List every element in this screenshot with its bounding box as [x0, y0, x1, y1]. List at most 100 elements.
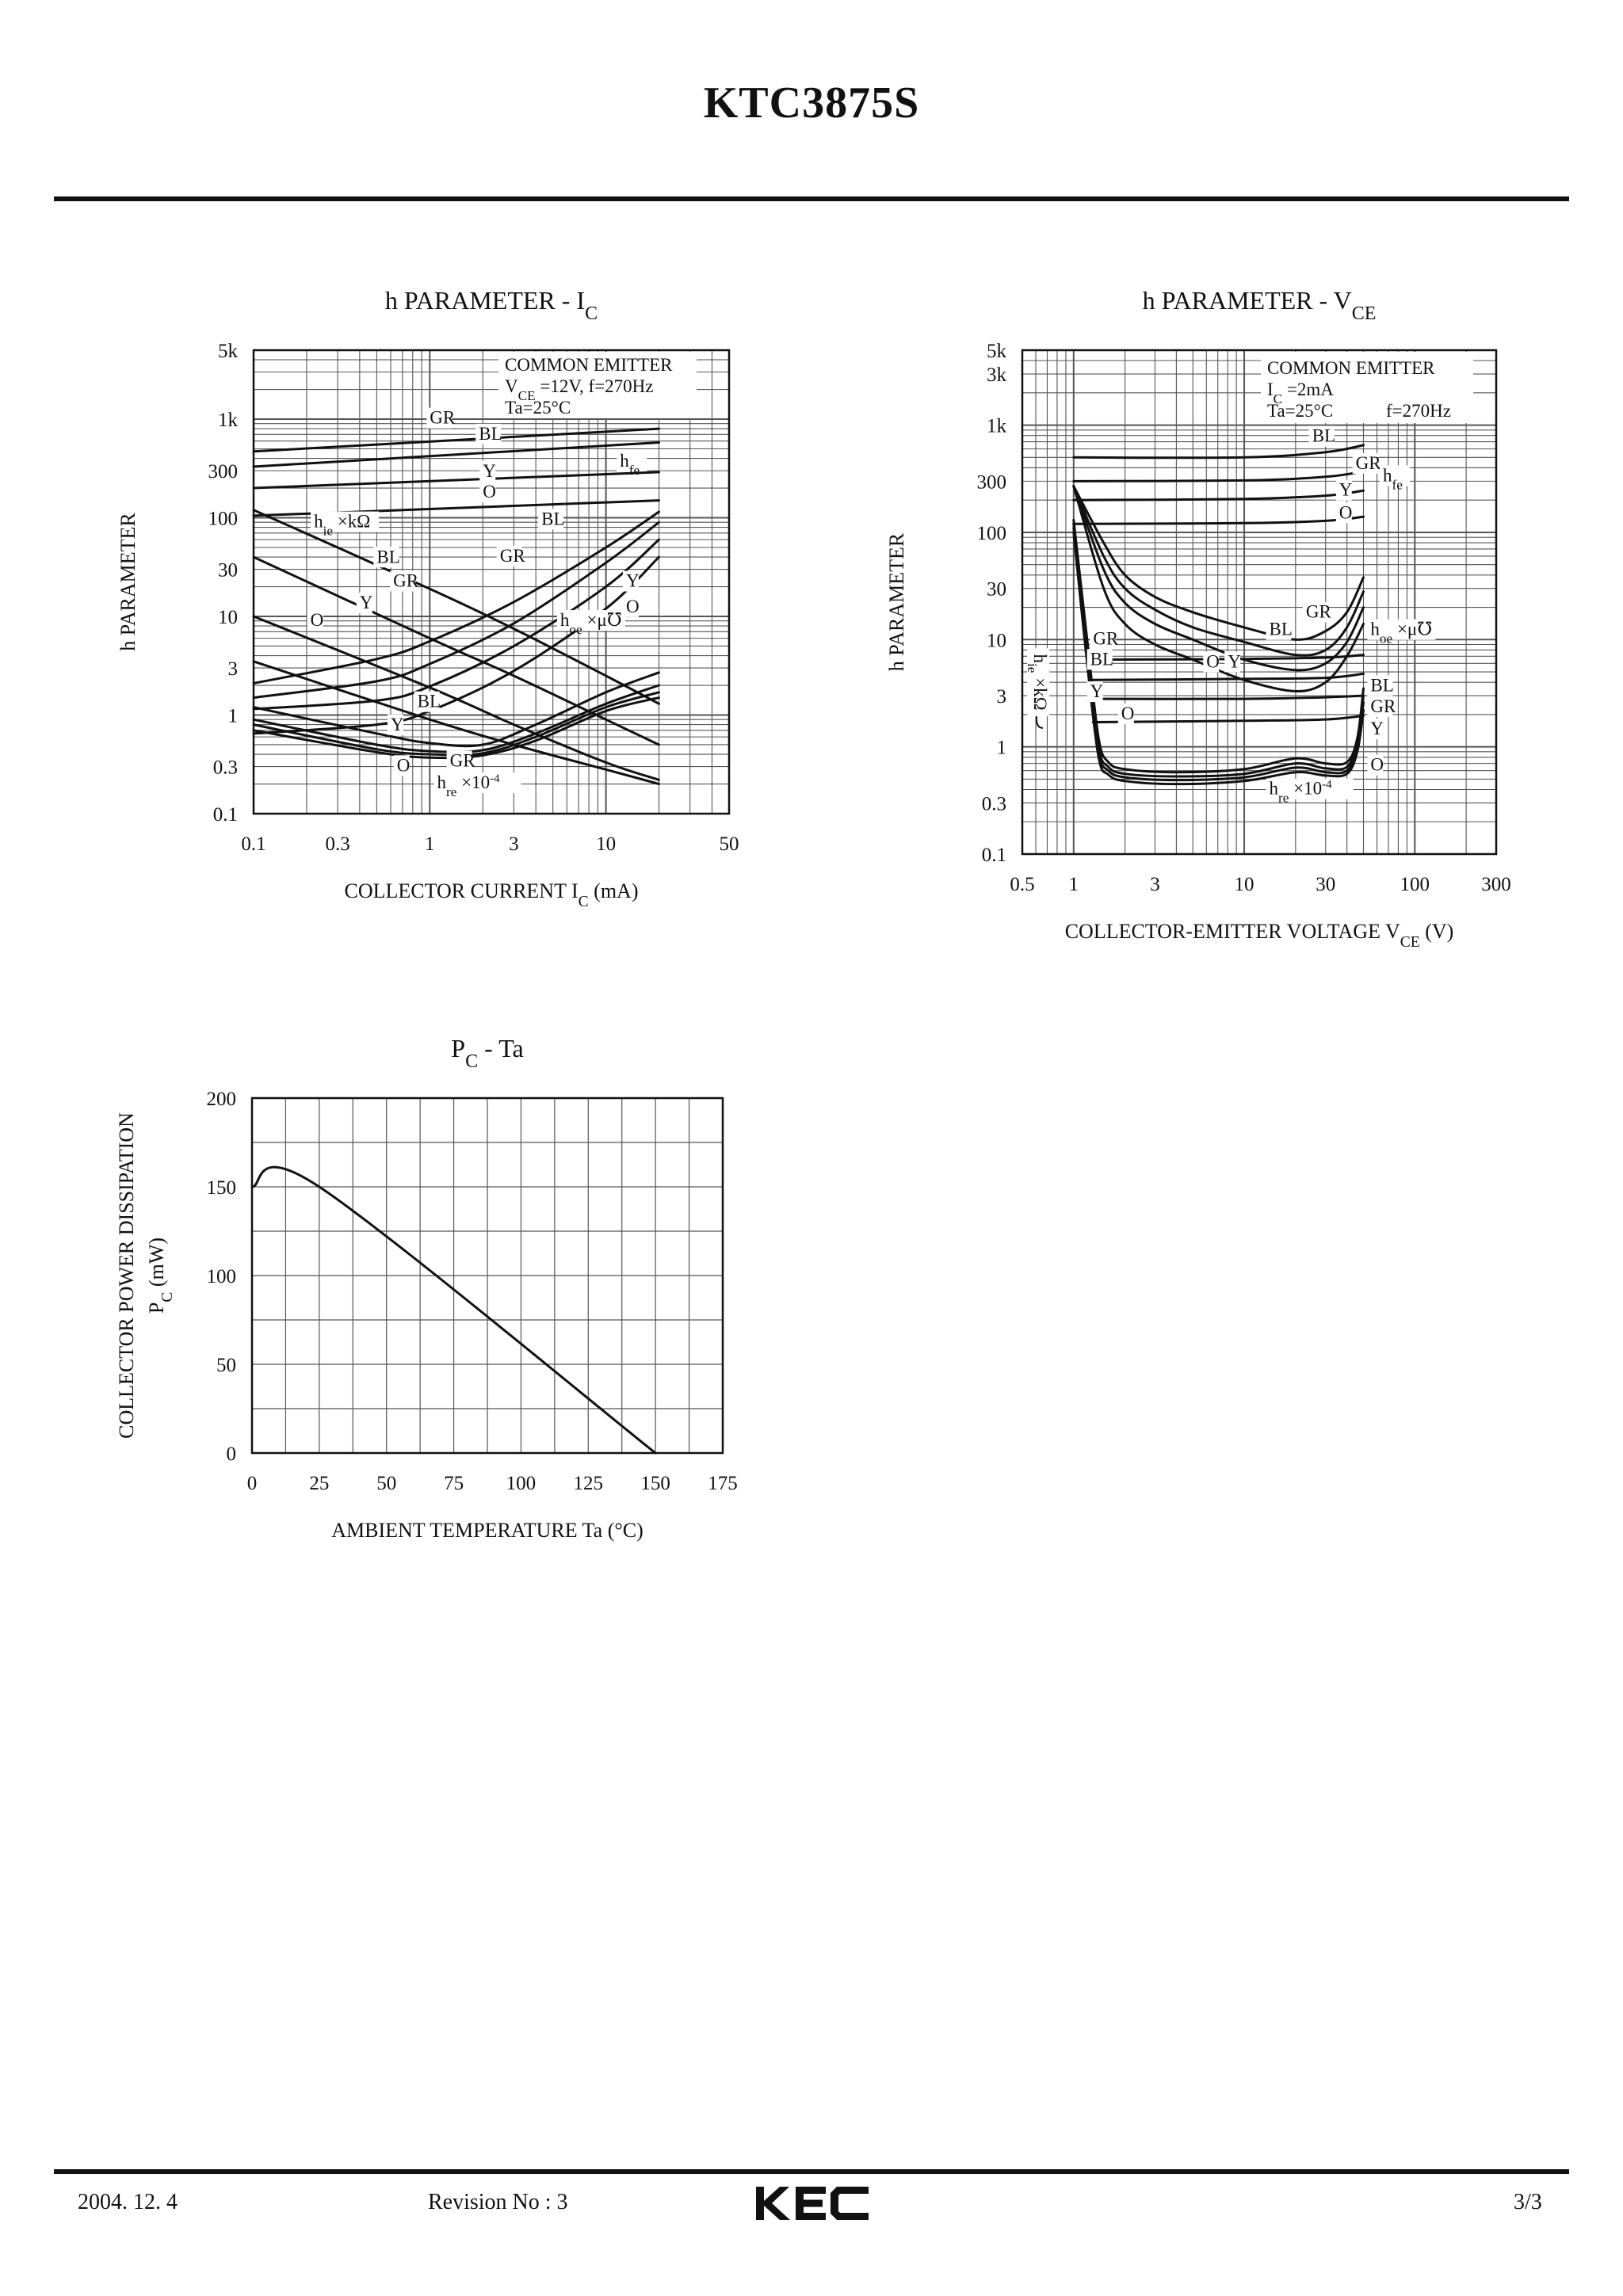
- y-tick-label: 5k: [218, 341, 239, 362]
- annotation-bg: [1380, 465, 1411, 486]
- x-tick-label: 125: [574, 1473, 604, 1494]
- curve-label: O: [483, 482, 496, 502]
- annotation-bg: [1367, 675, 1393, 696]
- series-line-hie-y: [252, 615, 660, 781]
- x-tick-label: 10: [596, 833, 616, 855]
- curve-label: hre ×10-4: [1270, 779, 1333, 806]
- annotation-bg: [1266, 619, 1292, 640]
- annotation-bg: [538, 509, 564, 530]
- x-tick-label: 1: [425, 833, 435, 855]
- series-line-pc: [250, 1165, 657, 1455]
- conditions-box: [498, 352, 697, 418]
- x-tick-label: 0.1: [241, 833, 265, 855]
- y-tick-label: 1k: [987, 416, 1007, 437]
- condition-text: COMMON EMITTER: [1267, 358, 1435, 378]
- grid: [252, 1098, 723, 1453]
- x-tick-label: 150: [640, 1473, 670, 1494]
- curve-label: GR: [1306, 602, 1332, 622]
- annotation-bg: [1266, 778, 1354, 799]
- curve-label: hfe: [620, 451, 640, 478]
- annotation-bg: [1302, 601, 1328, 623]
- series-line-hoe-y: [252, 538, 660, 711]
- condition-text: Ta=25°C: [505, 398, 571, 418]
- x-tick-label: 100: [506, 1473, 537, 1494]
- y-tick-label: 0.1: [982, 845, 1006, 866]
- footer-revision: Revision No : 3: [428, 2190, 568, 2214]
- annotation-bg: [1090, 628, 1116, 650]
- series-line-hfe-gr: [252, 427, 660, 453]
- chart-title: PC - Ta: [451, 1034, 523, 1072]
- curve-label: Y: [391, 715, 404, 734]
- y-tick-label: 100: [207, 1266, 237, 1287]
- annotation-bg: [446, 750, 472, 772]
- curve-label: Y: [1090, 681, 1104, 701]
- y-tick-label: 0.3: [982, 793, 1006, 814]
- series-line-hfe-o: [1072, 515, 1365, 525]
- series-line-hoe-gr: [1072, 485, 1365, 657]
- annotation-bg: [475, 423, 502, 444]
- y-tick-label: 1: [228, 706, 239, 727]
- y-tick-label: 3: [997, 686, 1007, 707]
- series-line-hfe-y: [252, 471, 660, 490]
- x-tick-label: 10: [1235, 874, 1254, 895]
- annotation-bg: [1335, 502, 1352, 524]
- annotation-bg: [1224, 651, 1241, 673]
- series-line-hre-o: [252, 696, 660, 760]
- curve-label: Y: [483, 461, 496, 481]
- curve-label: hoe ×μ℧: [1370, 620, 1432, 646]
- curve-label: BL: [479, 424, 502, 444]
- curve-label: O: [397, 755, 411, 775]
- curve-label: BL: [1270, 620, 1293, 639]
- x-tick-label: 100: [1400, 874, 1430, 895]
- annotation-bg: [1203, 651, 1220, 673]
- annotation-bg: [622, 596, 639, 617]
- series-line-hfe-y: [1072, 489, 1365, 502]
- series-line-hie-o: [1091, 714, 1365, 723]
- y-tick-label: 300: [977, 471, 1007, 493]
- footer-date: 2004. 12. 4: [78, 2190, 178, 2214]
- curve-label: BL: [376, 547, 399, 566]
- series-group: [252, 427, 660, 785]
- curve-label: Y: [360, 593, 373, 612]
- chart-group-pc_ta: 0 25 50 75 100 125 150 175 0 50 100 150 200 PC - Ta AM…: [115, 1034, 738, 1542]
- chart-title: h PARAMETER - IC: [385, 286, 598, 324]
- chart-group-hparam_ic: 0.1 0.3 1 3 10 50 0.1 0.3 1 3 10 30 100 300 1k 5k h PARA…: [116, 286, 739, 910]
- curve-label: BL: [1370, 675, 1393, 695]
- annotation-bg: [433, 772, 521, 794]
- curve-label: O: [1121, 704, 1135, 723]
- annotation-bg: [1367, 696, 1393, 718]
- annotation-bg: [356, 593, 372, 614]
- y-tick-label: 1k: [218, 410, 239, 431]
- curve-label: hie ×kΩ: [314, 512, 370, 539]
- curve-label: BL: [1312, 426, 1335, 446]
- kec-logo: [756, 2187, 869, 2220]
- annotation-bg: [1027, 648, 1050, 717]
- annotation-bg: [1367, 754, 1384, 776]
- y-tick-label: 0: [227, 1444, 237, 1465]
- curve-label: GR: [1370, 696, 1396, 716]
- x-tick-label: 30: [1316, 874, 1335, 895]
- curve-label: GR: [393, 571, 419, 591]
- curve-label: Y: [1228, 651, 1241, 671]
- curve-label: O: [311, 610, 324, 630]
- x-tick-label: 50: [720, 833, 739, 855]
- y-axis-label-symbol: PC (mW): [145, 1238, 176, 1314]
- condition-text: COMMON EMITTER: [505, 355, 673, 375]
- annotation-bg: [373, 547, 399, 568]
- x-tick-label: 75: [444, 1473, 464, 1494]
- curve-label: O: [1206, 651, 1220, 671]
- curve-label: GR: [500, 546, 526, 566]
- curve-label: GR: [430, 408, 456, 428]
- series-line-hre-y: [252, 691, 660, 757]
- annotation-bg: [393, 755, 410, 776]
- x-axis-label: COLLECTOR-EMITTER VOLTAGE VCE (V): [1065, 920, 1454, 951]
- curve-label: Y: [1370, 719, 1384, 738]
- y-tick-label: 100: [208, 509, 239, 530]
- footer-page-number: 3/3: [1514, 2190, 1542, 2214]
- plot-frame: [1021, 349, 1498, 856]
- conditions-box: [1261, 352, 1473, 423]
- curve-label: O: [1339, 502, 1353, 522]
- annotation-bg: [387, 714, 403, 735]
- x-axis-label: AMBIENT TEMPERATURE Ta (°C): [331, 1519, 643, 1542]
